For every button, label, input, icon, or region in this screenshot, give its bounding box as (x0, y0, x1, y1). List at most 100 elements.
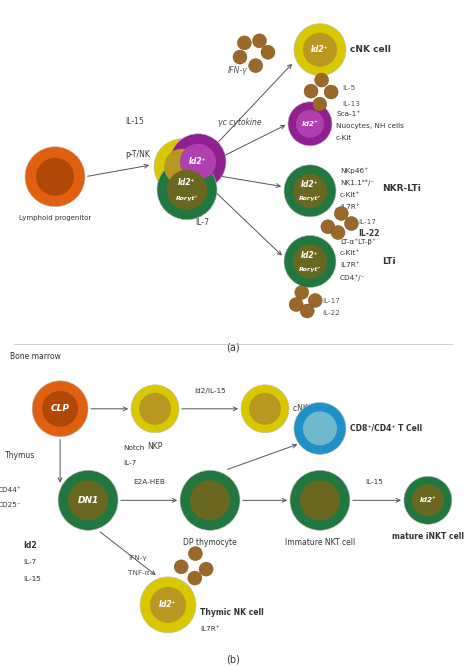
Circle shape (180, 144, 216, 179)
Text: Rorγt⁺: Rorγt⁺ (176, 196, 198, 201)
Text: IL-7: IL-7 (123, 460, 137, 466)
Text: IL-15: IL-15 (365, 480, 383, 486)
Circle shape (36, 158, 74, 195)
Circle shape (42, 391, 78, 427)
Circle shape (294, 402, 346, 454)
Text: IFN-γ: IFN-γ (228, 66, 248, 75)
Text: Immature NKT cell: Immature NKT cell (285, 538, 355, 548)
Circle shape (300, 480, 340, 520)
Text: Id2⁺: Id2⁺ (178, 178, 196, 187)
Text: mature iNKT cell: mature iNKT cell (392, 532, 464, 542)
Circle shape (241, 385, 289, 433)
Circle shape (289, 297, 303, 311)
Circle shape (188, 546, 202, 560)
Text: CD8⁺/CD4⁺ T Cell: CD8⁺/CD4⁺ T Cell (350, 424, 422, 433)
Text: cNK cell: cNK cell (350, 45, 391, 54)
Text: p-T/NK: p-T/NK (125, 150, 151, 159)
Circle shape (174, 560, 188, 574)
Text: CD4⁺/⁻: CD4⁺/⁻ (340, 274, 365, 281)
Circle shape (157, 160, 217, 219)
Text: Nuocytes, NH cells: Nuocytes, NH cells (336, 123, 404, 129)
Text: c-Kit⁺: c-Kit⁺ (340, 251, 360, 257)
Text: CD44⁺: CD44⁺ (0, 488, 22, 494)
Text: Id2⁺: Id2⁺ (301, 251, 319, 260)
Circle shape (154, 139, 210, 195)
Text: LTi: LTi (382, 257, 396, 266)
Circle shape (293, 174, 327, 208)
Circle shape (249, 59, 263, 73)
Text: IL7R⁺: IL7R⁺ (340, 204, 360, 210)
Text: IL-22: IL-22 (322, 310, 340, 316)
Text: IL-7: IL-7 (205, 165, 219, 174)
Circle shape (140, 577, 196, 633)
Circle shape (303, 412, 337, 446)
Circle shape (300, 304, 314, 318)
Text: CD25⁻: CD25⁻ (0, 502, 22, 508)
Text: Id2⁺: Id2⁺ (301, 181, 319, 189)
Text: Id2⁺: Id2⁺ (419, 498, 436, 504)
Text: c-Kit⁺: c-Kit⁺ (340, 192, 360, 198)
Circle shape (334, 207, 348, 221)
Text: Id2⁺: Id2⁺ (159, 600, 177, 610)
Circle shape (412, 484, 444, 516)
Text: c-Kit: c-Kit (336, 135, 352, 141)
Circle shape (237, 36, 251, 50)
Circle shape (58, 470, 118, 530)
Circle shape (131, 385, 179, 433)
Text: IL-15: IL-15 (126, 117, 144, 126)
Text: Lymphoid progenitor: Lymphoid progenitor (19, 215, 91, 221)
Text: IL-22: IL-22 (358, 229, 379, 238)
Circle shape (233, 50, 247, 64)
Text: IL7R⁺: IL7R⁺ (340, 263, 360, 269)
Text: Rorγt⁺: Rorγt⁺ (299, 196, 321, 201)
Text: IL-7: IL-7 (195, 218, 209, 227)
Circle shape (293, 245, 327, 279)
Circle shape (304, 84, 318, 98)
Circle shape (180, 470, 240, 530)
Circle shape (313, 97, 327, 111)
Circle shape (139, 393, 171, 425)
Text: cNK cell: cNK cell (293, 404, 323, 414)
Text: NKp46⁺: NKp46⁺ (340, 167, 368, 174)
Text: Sca-1⁺: Sca-1⁺ (336, 111, 360, 117)
Text: TNF-α: TNF-α (128, 570, 150, 576)
Circle shape (294, 23, 346, 75)
Circle shape (284, 165, 336, 217)
Circle shape (170, 134, 226, 189)
Circle shape (404, 476, 452, 524)
Circle shape (261, 45, 275, 59)
Text: IL-13: IL-13 (342, 101, 360, 107)
Text: IL-7: IL-7 (23, 560, 36, 566)
Text: Id2: Id2 (23, 541, 37, 550)
Text: NK1.1ⁱⁿᵗ/⁻: NK1.1ⁱⁿᵗ/⁻ (340, 179, 374, 186)
Circle shape (68, 480, 108, 520)
Text: CLP: CLP (51, 404, 69, 414)
Circle shape (321, 220, 335, 234)
Circle shape (315, 73, 329, 87)
Circle shape (249, 393, 281, 425)
Text: Bone marrow: Bone marrow (10, 352, 61, 361)
Text: E2A-HEB: E2A-HEB (133, 480, 165, 486)
Circle shape (331, 225, 345, 239)
Circle shape (296, 110, 324, 138)
Circle shape (308, 293, 322, 307)
Text: Id2⁺: Id2⁺ (302, 121, 318, 127)
Text: NKP: NKP (147, 442, 163, 451)
Text: IL-2: IL-2 (291, 186, 305, 195)
Text: IL-5: IL-5 (342, 85, 355, 91)
Text: Thymic NK cell: Thymic NK cell (200, 608, 264, 618)
Circle shape (344, 217, 358, 231)
Circle shape (303, 33, 337, 67)
Text: γc cytokine: γc cytokine (218, 117, 262, 127)
Circle shape (167, 170, 207, 209)
Text: IFN-γ: IFN-γ (128, 555, 147, 561)
Text: Thymus: Thymus (5, 451, 35, 460)
Text: (b): (b) (226, 654, 240, 664)
Circle shape (295, 285, 309, 299)
Circle shape (324, 85, 338, 99)
Text: Rorγt⁺: Rorγt⁺ (299, 267, 321, 271)
Circle shape (199, 562, 213, 576)
Text: DN1: DN1 (77, 496, 99, 505)
Circle shape (288, 102, 332, 146)
Text: DP thymocyte: DP thymocyte (183, 538, 237, 548)
